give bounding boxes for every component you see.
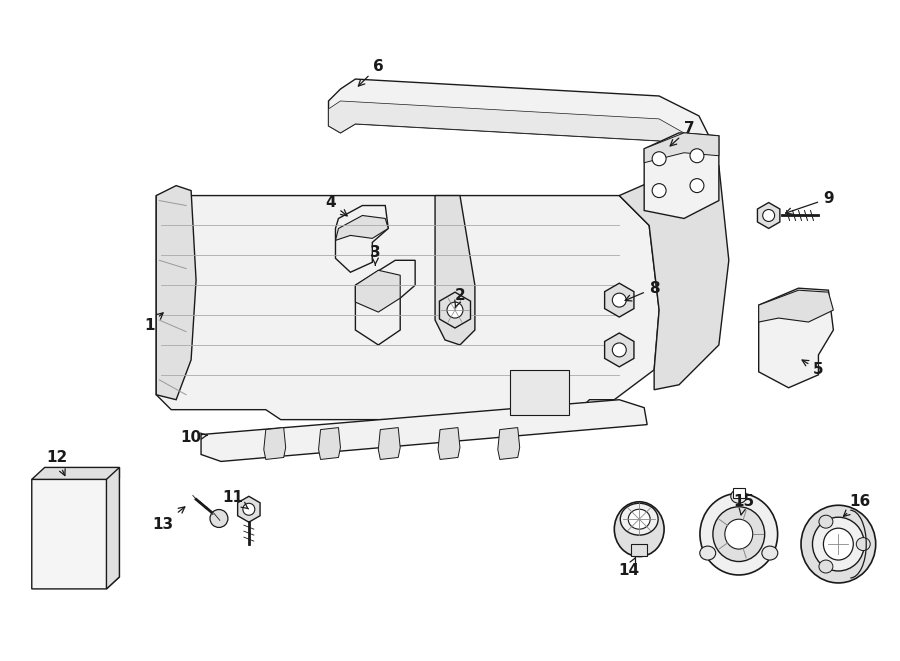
- Polygon shape: [759, 288, 833, 388]
- Circle shape: [690, 149, 704, 163]
- Circle shape: [690, 178, 704, 192]
- Polygon shape: [32, 467, 120, 479]
- Ellipse shape: [724, 519, 752, 549]
- Ellipse shape: [762, 546, 778, 560]
- Text: 16: 16: [843, 494, 871, 516]
- Text: 4: 4: [325, 195, 347, 216]
- Ellipse shape: [856, 537, 870, 551]
- Polygon shape: [438, 428, 460, 459]
- Circle shape: [652, 184, 666, 198]
- Circle shape: [612, 293, 626, 307]
- Ellipse shape: [824, 528, 853, 560]
- Polygon shape: [619, 161, 729, 390]
- Bar: [509, 370, 570, 414]
- Circle shape: [762, 210, 775, 221]
- Circle shape: [210, 510, 228, 527]
- Polygon shape: [498, 428, 519, 459]
- Circle shape: [447, 302, 463, 318]
- Ellipse shape: [801, 505, 876, 583]
- Text: 8: 8: [626, 281, 660, 301]
- Circle shape: [652, 152, 666, 166]
- Text: 14: 14: [618, 558, 640, 578]
- Polygon shape: [336, 215, 388, 241]
- Ellipse shape: [700, 546, 716, 560]
- Bar: [733, 488, 745, 498]
- Text: 1: 1: [144, 313, 163, 332]
- Text: 6: 6: [358, 59, 383, 86]
- Polygon shape: [759, 290, 833, 322]
- Text: 5: 5: [802, 360, 824, 377]
- Polygon shape: [644, 133, 719, 219]
- Ellipse shape: [713, 507, 765, 562]
- Ellipse shape: [813, 517, 864, 571]
- Ellipse shape: [620, 503, 658, 535]
- Text: 7: 7: [670, 122, 694, 146]
- Ellipse shape: [819, 515, 832, 528]
- Polygon shape: [201, 400, 647, 461]
- Polygon shape: [157, 196, 659, 430]
- Polygon shape: [644, 133, 719, 163]
- Text: 10: 10: [181, 430, 207, 445]
- Polygon shape: [356, 270, 400, 312]
- Ellipse shape: [700, 493, 778, 575]
- Ellipse shape: [628, 509, 650, 529]
- Text: 2: 2: [454, 288, 465, 308]
- Text: 13: 13: [153, 507, 184, 531]
- Polygon shape: [319, 428, 340, 459]
- Polygon shape: [336, 206, 388, 272]
- Ellipse shape: [731, 489, 747, 503]
- Polygon shape: [328, 101, 689, 153]
- Polygon shape: [378, 428, 400, 459]
- Circle shape: [243, 503, 255, 515]
- Text: 3: 3: [370, 245, 381, 265]
- Circle shape: [612, 343, 626, 357]
- Text: 15: 15: [734, 494, 754, 515]
- Polygon shape: [106, 467, 120, 589]
- Polygon shape: [435, 196, 475, 345]
- Ellipse shape: [819, 560, 832, 573]
- Polygon shape: [328, 79, 709, 153]
- Polygon shape: [32, 467, 120, 589]
- Ellipse shape: [615, 502, 664, 557]
- Polygon shape: [264, 428, 285, 459]
- Text: 9: 9: [786, 191, 833, 214]
- Polygon shape: [356, 260, 415, 345]
- Bar: [631, 544, 647, 556]
- Text: 12: 12: [46, 450, 68, 475]
- Text: 11: 11: [222, 490, 248, 509]
- Polygon shape: [157, 186, 196, 400]
